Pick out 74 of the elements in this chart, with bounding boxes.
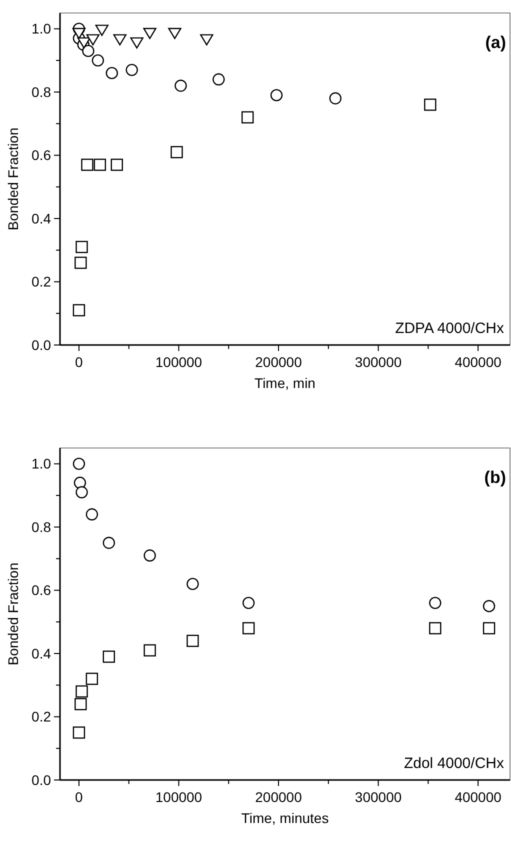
point: [482, 622, 496, 634]
y-axis-title: Bonded Fraction: [5, 128, 21, 230]
point: [429, 622, 442, 634]
x-tick-label: 400000: [454, 789, 502, 805]
point: [95, 24, 109, 36]
point: [170, 146, 183, 158]
point: [482, 600, 496, 612]
point: [82, 44, 94, 58]
point: [102, 650, 115, 663]
point: [72, 28, 86, 40]
y-tick-label: 0.4: [32, 210, 52, 226]
point: [76, 240, 88, 254]
point: [102, 536, 115, 549]
point: [212, 73, 225, 86]
point: [168, 28, 182, 40]
x-tick-label: 300000: [354, 789, 402, 805]
point: [186, 634, 199, 647]
point: [110, 158, 123, 171]
x-tick-label: 100000: [155, 354, 202, 370]
x-tick-label: 100000: [155, 789, 202, 805]
x-tick-label: 200000: [255, 789, 302, 805]
point: [74, 256, 87, 269]
x-tick-label: 300000: [354, 354, 402, 370]
point: [144, 549, 156, 562]
point: [86, 508, 98, 520]
point: [130, 37, 144, 49]
point: [92, 54, 104, 67]
x-tick-label: 0: [75, 354, 84, 370]
y-tick-label: 1.0: [32, 456, 52, 472]
y-tick-label: 0.2: [32, 274, 52, 290]
point: [242, 596, 255, 610]
x-tick-label: 400000: [454, 354, 502, 370]
y-tick-label: 0.4: [32, 645, 52, 662]
x-tick-label: 0: [75, 789, 84, 805]
point: [200, 34, 214, 46]
x-tick-label: 200000: [255, 354, 302, 370]
point: [72, 458, 86, 470]
point: [72, 726, 86, 739]
point: [241, 111, 254, 124]
annotation: ZDPA 4000/CHx: [395, 320, 504, 337]
y-tick-label: 0.8: [32, 518, 52, 535]
y-tick-label: 0.0: [32, 336, 52, 353]
point: [174, 80, 187, 92]
point: [144, 644, 156, 656]
point: [86, 34, 100, 46]
y-tick-label: 0.6: [32, 582, 52, 598]
point: [270, 89, 283, 102]
point: [94, 158, 106, 171]
x-axis-title: Time, min: [254, 375, 316, 391]
point: [106, 66, 118, 80]
point: [424, 98, 436, 111]
annotation: (b): [484, 468, 506, 487]
y-tick-label: 1.0: [32, 20, 52, 37]
point: [113, 34, 126, 46]
y-tick-label: 0.8: [32, 84, 52, 100]
point: [126, 64, 138, 76]
point: [186, 578, 199, 590]
y-tick-label: 0.0: [32, 772, 52, 788]
point: [242, 622, 255, 634]
point: [81, 158, 94, 171]
annotation: (a): [485, 33, 506, 52]
y-tick-label: 0.2: [32, 708, 52, 725]
point: [74, 698, 87, 710]
point: [76, 486, 88, 498]
point: [72, 304, 86, 316]
y-tick-label: 0.6: [32, 147, 52, 164]
y-axis-title: Bonded Fraction: [5, 562, 21, 666]
point: [76, 685, 88, 698]
x-axis-title: Time, minutes: [241, 810, 329, 826]
point: [429, 596, 442, 610]
point: [329, 92, 342, 104]
point: [143, 28, 156, 40]
point: [86, 672, 98, 685]
annotation: Zdol 4000/CHx: [404, 755, 504, 772]
